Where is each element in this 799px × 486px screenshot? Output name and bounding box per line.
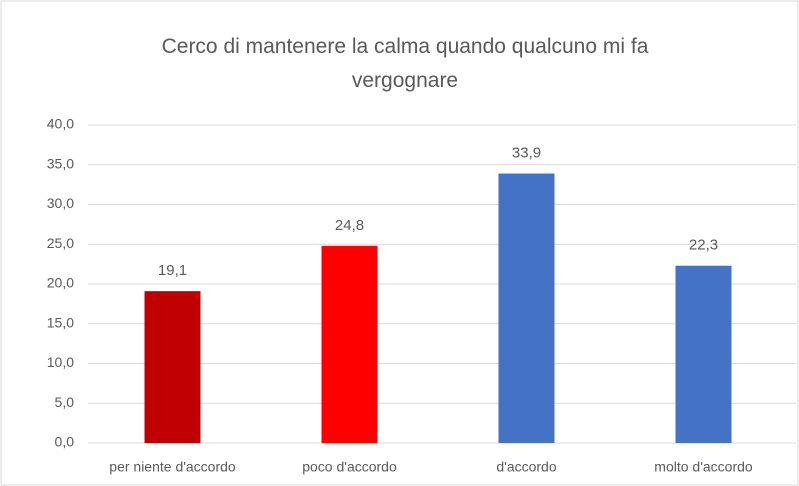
- y-tick-label: 0,0: [55, 434, 75, 450]
- y-tick-label: 10,0: [47, 354, 74, 370]
- data-label: 19,1: [158, 262, 187, 279]
- bar: [144, 291, 201, 443]
- y-tick-label: 25,0: [47, 235, 74, 251]
- y-tick-label: 5,0: [55, 394, 75, 410]
- data-label: 24,8: [335, 217, 364, 234]
- x-tick-label: poco d'accordo: [302, 459, 397, 475]
- x-tick-label: molto d'accordo: [654, 459, 753, 475]
- y-tick-label: 40,0: [47, 116, 74, 132]
- bar: [321, 245, 378, 443]
- chart-title: Cerco di mantenere la calma quando qualc…: [161, 35, 649, 92]
- x-tick-label: d'accordo: [496, 459, 556, 475]
- y-tick-label: 35,0: [47, 155, 74, 171]
- y-tick-label: 15,0: [47, 314, 74, 330]
- bar: [675, 265, 732, 443]
- data-label: 33,9: [512, 144, 541, 161]
- bar: [498, 173, 555, 443]
- x-tick-label: per niente d'accordo: [109, 459, 236, 475]
- data-label: 22,3: [689, 237, 718, 254]
- y-tick-label: 30,0: [47, 195, 74, 211]
- y-tick-label: 20,0: [47, 275, 74, 291]
